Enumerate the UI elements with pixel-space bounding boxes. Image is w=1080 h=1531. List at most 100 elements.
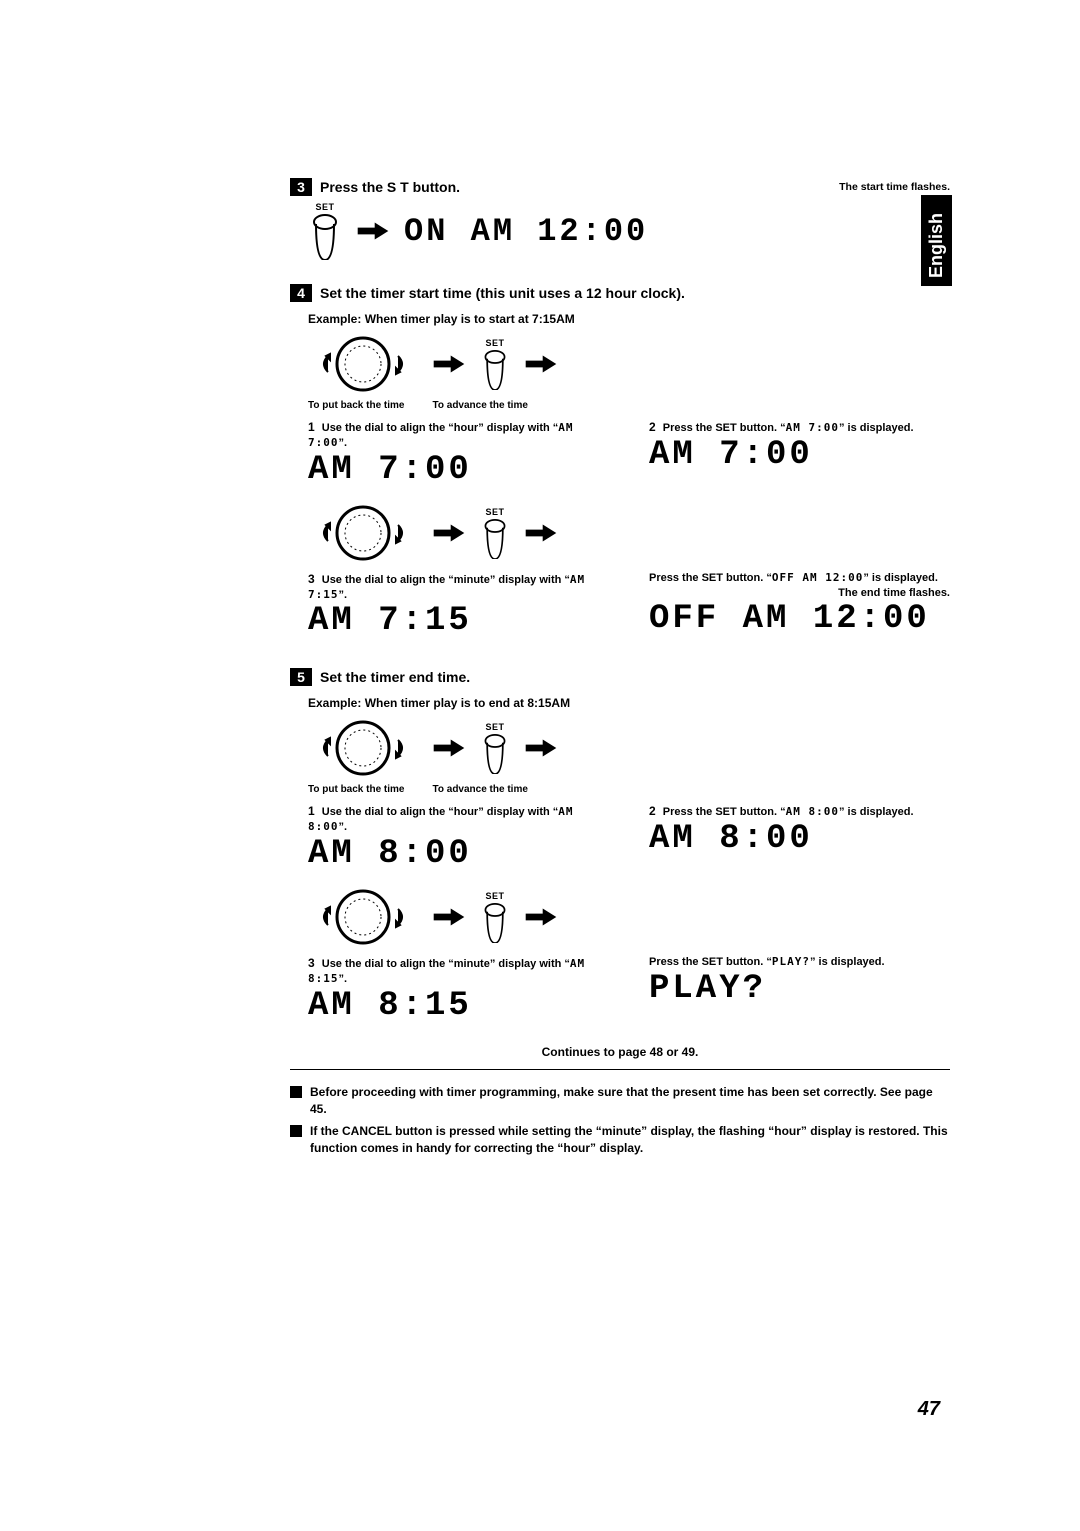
step4-disp1: AM 7:00 — [308, 451, 609, 489]
bullet-icon — [290, 1086, 302, 1098]
step5-heading: 5 Set the timer end time. — [290, 668, 950, 686]
step4-sub4: Press the SET button. “OFF AM 12:00” is … — [649, 571, 950, 586]
sub4-text: Press the SET button. “ — [649, 956, 772, 968]
arrow-right-icon — [432, 737, 466, 759]
sub4-text-b: ” is displayed. — [810, 956, 885, 968]
step3-heading: 3 Press the S T button. The start time f… — [290, 178, 950, 196]
advance-caption: To advance the time — [433, 400, 528, 411]
dial-icon — [308, 718, 418, 778]
dial-icon — [308, 334, 418, 394]
arrow-right-icon — [524, 522, 558, 544]
step4-sub3: 3 Use the dial to align the “minute” dis… — [308, 571, 609, 603]
step5-sub2: 2 Press the SET button. “AM 8:00” is dis… — [649, 803, 950, 820]
step4-disp4: OFF AM 12:00 — [649, 600, 950, 638]
sub4-text: Press the SET button. “ — [649, 572, 772, 584]
sub2-text-b: ” is displayed. — [839, 806, 914, 818]
dial-icon — [308, 503, 418, 563]
step3-display: ON AM 12:00 — [404, 213, 648, 250]
set-label: SET — [485, 891, 504, 901]
set-label: SET — [485, 338, 504, 348]
set-button-icon: SET — [308, 202, 342, 260]
arrow-right-icon — [524, 353, 558, 375]
note2-text: If the CANCEL button is pressed while se… — [310, 1123, 950, 1158]
sub2-seg: AM 8:00 — [786, 805, 839, 818]
sub1-text-b: ”. — [339, 437, 348, 449]
set-label: SET — [315, 202, 334, 212]
bullet-icon — [290, 1125, 302, 1137]
sub1-num: 1 — [308, 804, 315, 818]
dial-captions: To put back the time To advance the time — [308, 400, 950, 411]
put-back-caption: To put back the time — [308, 400, 405, 411]
notes-section: Before proceeding with timer programming… — [290, 1084, 950, 1158]
step4-end-flash: The end time flashes. — [649, 586, 950, 601]
sub4-text-b: ” is displayed. — [863, 572, 938, 584]
note1-text: Before proceeding with timer programming… — [310, 1084, 950, 1119]
sub1-text-b: ”. — [339, 821, 348, 833]
sub1-num: 1 — [308, 420, 315, 434]
step5-sub3: 3 Use the dial to align the “minute” dis… — [308, 955, 609, 987]
continues-text: Continues to page 48 or 49. — [290, 1045, 950, 1059]
step5-sub4: Press the SET button. “PLAY?” is display… — [649, 955, 950, 970]
step5-sub1: 1 Use the dial to align the “hour” displ… — [308, 803, 609, 835]
divider — [290, 1069, 950, 1070]
finger-press-icon — [308, 214, 342, 260]
sub3-num: 3 — [308, 956, 315, 970]
step4-disp2: AM 7:00 — [649, 436, 950, 474]
set-button-icon: SET — [480, 338, 510, 390]
sub3-text: Use the dial to align the “minute” displ… — [322, 574, 570, 586]
advance-caption: To advance the time — [433, 784, 528, 795]
step5-disp1: AM 8:00 — [308, 835, 609, 873]
step5-dial-row: SET — [308, 718, 950, 778]
step4-title: Set the timer start time (this unit uses… — [320, 285, 685, 301]
set-button-icon: SET — [480, 507, 510, 559]
sub1-text: Use the dial to align the “hour” display… — [322, 806, 559, 818]
sub2-text-b: ” is displayed. — [839, 422, 914, 434]
put-back-caption: To put back the time — [308, 784, 405, 795]
arrow-right-icon — [432, 353, 466, 375]
sub3-text: Use the dial to align the “minute” displ… — [322, 958, 570, 970]
arrow-right-icon — [432, 522, 466, 544]
step4-heading: 4 Set the timer start time (this unit us… — [290, 284, 950, 302]
step5-disp3: AM 8:15 — [308, 987, 609, 1025]
step3-title: Press the S T button. — [320, 179, 460, 195]
page-number: 47 — [918, 1398, 940, 1421]
step3-row: SET ON AM 12:00 — [308, 202, 950, 260]
step5-dial-row2: SET — [308, 887, 950, 947]
sub2-num: 2 — [649, 804, 656, 818]
arrow-right-icon — [524, 737, 558, 759]
sub2-text: Press the SET button. “ — [663, 422, 786, 434]
step4-sub2: 2 Press the SET button. “AM 7:00” is dis… — [649, 419, 950, 436]
dial-captions: To put back the time To advance the time — [308, 784, 950, 795]
step5-number: 5 — [290, 668, 312, 686]
set-label: SET — [485, 722, 504, 732]
sub2-seg: AM 7:00 — [786, 421, 839, 434]
step4-dial-row: SET — [308, 334, 950, 394]
sub3-num: 3 — [308, 572, 315, 586]
step4-example: Example: When timer play is to start at … — [308, 312, 950, 326]
language-tab: English — [921, 195, 952, 286]
arrow-right-icon — [432, 906, 466, 928]
step3-number: 3 — [290, 178, 312, 196]
sub1-text: Use the dial to align the “hour” display… — [322, 422, 559, 434]
arrow-right-icon — [524, 906, 558, 928]
dial-icon — [308, 887, 418, 947]
sub2-text: Press the SET button. “ — [663, 806, 786, 818]
arrow-right-icon — [356, 220, 390, 242]
step5-title: Set the timer end time. — [320, 669, 470, 685]
note-row: If the CANCEL button is pressed while se… — [290, 1123, 950, 1158]
step4-number: 4 — [290, 284, 312, 302]
set-button-icon: SET — [480, 722, 510, 774]
sub4-seg: OFF AM 12:00 — [772, 571, 863, 584]
step5-disp4: PLAY? — [649, 970, 950, 1008]
sub3-text-b: ”. — [339, 973, 348, 985]
sub4-seg: PLAY? — [772, 955, 810, 968]
sub3-text-b: ”. — [339, 589, 348, 601]
step4-dial-row2: SET — [308, 503, 950, 563]
note-row: Before proceeding with timer programming… — [290, 1084, 950, 1119]
step4-disp3: AM 7:15 — [308, 602, 609, 640]
step4-sub1: 1 Use the dial to align the “hour” displ… — [308, 419, 609, 451]
set-button-icon: SET — [480, 891, 510, 943]
step5-disp2: AM 8:00 — [649, 820, 950, 858]
step5-example: Example: When timer play is to end at 8:… — [308, 696, 950, 710]
set-label: SET — [485, 507, 504, 517]
